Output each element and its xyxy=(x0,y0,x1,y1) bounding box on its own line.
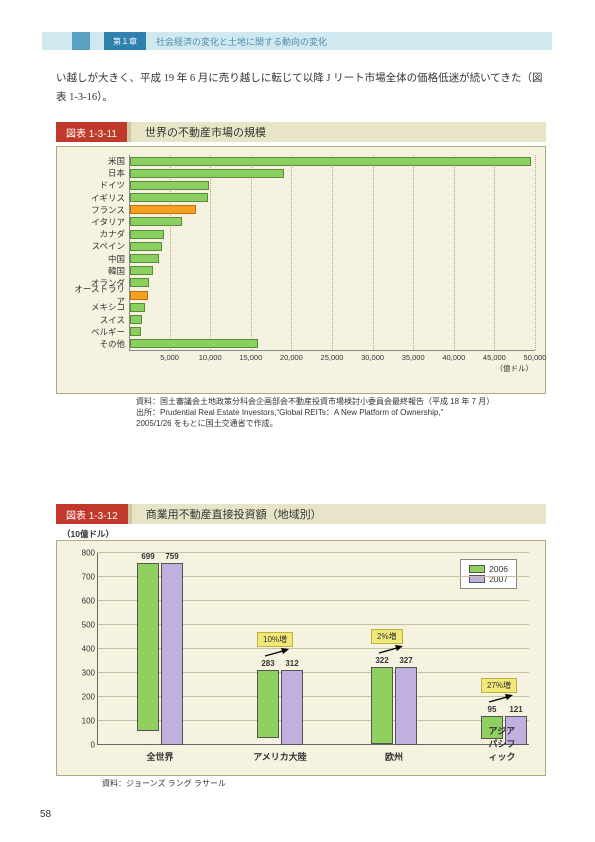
hbar-row: 日本 xyxy=(67,167,535,179)
callout: 27%増 xyxy=(481,678,517,693)
chart-1-frame: 米国日本ドイツイギリスフランスイタリアカナダスペイン中国韓国オランダオーストラリ… xyxy=(56,146,546,394)
chart2-unit: （10億ドル） xyxy=(62,528,546,540)
chart2-legend: 2006 2007 xyxy=(460,559,517,589)
legend-2006: 2006 xyxy=(489,564,508,574)
hbar-area: 米国日本ドイツイギリスフランスイタリアカナダスペイン中国韓国オランダオーストラリ… xyxy=(67,155,535,350)
category-label: アメリカ大陸 xyxy=(253,750,307,763)
figure-2-label: 図表 1-3-12 xyxy=(56,504,128,524)
page-header: 第１章 社会経済の変化と土地に関する動向の変化 xyxy=(42,32,552,50)
hbar-row: イギリス xyxy=(67,192,535,204)
figure-2-header: 図表 1-3-12 商業用不動産直接投資額（地域別） xyxy=(56,504,546,524)
chart-2-frame: 2006 2007 010020030040050060070080069975… xyxy=(56,540,546,776)
page-number: 58 xyxy=(40,809,51,820)
header-accent xyxy=(72,32,90,50)
figure-1-title: 世界の不動産市場の規模 xyxy=(127,122,546,142)
chart2-source: 資料：ジョーンズ ラング ラサール xyxy=(56,778,546,789)
figure-2: 図表 1-3-12 商業用不動産直接投資額（地域別） （10億ドル） 2006 … xyxy=(56,504,546,789)
hbar-row: 米国 xyxy=(67,155,535,167)
category-label: アジアパシフィック xyxy=(489,724,520,763)
hbar-row: 中国 xyxy=(67,253,535,265)
hbar-row: その他 xyxy=(67,338,535,350)
hbar-row: フランス xyxy=(67,204,535,216)
hbar-row: カナダ xyxy=(67,228,535,240)
hbar-row: オーストラリア xyxy=(67,289,535,301)
hbar-row: ドイツ xyxy=(67,179,535,191)
hbar-row: オランダ xyxy=(67,277,535,289)
hbar-row: 韓国 xyxy=(67,265,535,277)
callout: 10%増 xyxy=(257,632,293,647)
chapter-label: 第１章 xyxy=(104,32,146,50)
chart1-x-axis: （億ドル） 5,00010,00015,00020,00025,00030,00… xyxy=(129,350,535,372)
chart2-plot: 2006 2007 010020030040050060070080069975… xyxy=(97,553,535,763)
chart1-unit: （億ドル） xyxy=(496,363,534,374)
body-paragraph: い越しが大きく、平成 19 年 6 月に売り越しに転じて以降 J リート市場全体… xyxy=(56,70,546,108)
callout: 2%増 xyxy=(371,629,403,644)
chart1-source: 資料：国土審議会土地政策分科会企画部会不動産投資市場検討小委員会最終報告（平成 … xyxy=(56,396,546,430)
hbar-row: イタリア xyxy=(67,216,535,228)
bar-group: 699759 xyxy=(125,563,195,745)
hbar-row: スイス xyxy=(67,313,535,325)
category-label: 全世界 xyxy=(146,750,173,763)
bar-group: 322327 xyxy=(359,667,429,745)
figure-2-title: 商業用不動産直接投資額（地域別） xyxy=(128,504,546,524)
figure-1: 図表 1-3-11 世界の不動産市場の規模 米国日本ドイツイギリスフランスイタリ… xyxy=(56,122,546,430)
bar-group: 283312 xyxy=(245,670,315,745)
figure-1-header: 図表 1-3-11 世界の不動産市場の規模 xyxy=(56,122,546,142)
category-label: 欧州 xyxy=(385,750,403,763)
header-title: 社会経済の変化と土地に関する動向の変化 xyxy=(156,35,327,48)
hbar-row: ベルギー xyxy=(67,326,535,338)
hbar-row: スペイン xyxy=(67,240,535,252)
figure-1-label: 図表 1-3-11 xyxy=(56,122,127,142)
hbar-row: メキシコ xyxy=(67,301,535,313)
